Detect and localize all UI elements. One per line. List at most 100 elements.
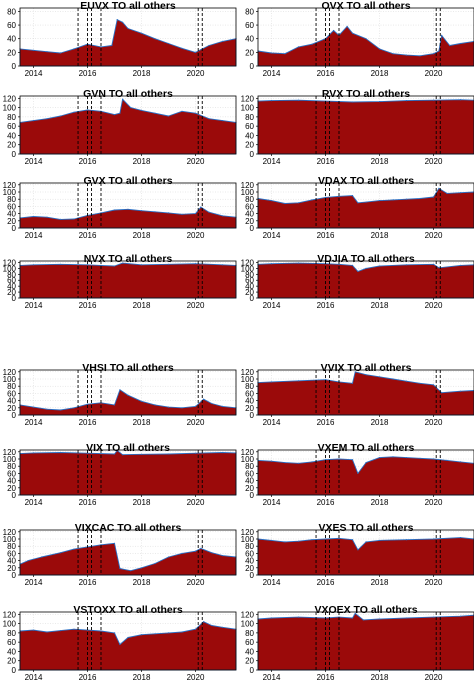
x-tick-label: 2016 bbox=[317, 231, 335, 240]
y-tick-label: 120 bbox=[241, 368, 255, 377]
y-tick-label: 60 bbox=[245, 389, 254, 398]
panel-title: VXEM TO all others bbox=[318, 442, 415, 454]
y-tick-label: 80 bbox=[7, 270, 16, 279]
y-tick-label: 40 bbox=[7, 557, 16, 566]
x-tick-label: 2014 bbox=[263, 673, 281, 682]
y-tick-label: 80 bbox=[7, 382, 16, 391]
y-tick-label: 120 bbox=[3, 181, 17, 190]
data-point bbox=[405, 54, 408, 56]
data-point bbox=[140, 634, 143, 636]
data-point bbox=[86, 264, 89, 266]
data-point bbox=[438, 50, 440, 52]
data-point bbox=[270, 460, 273, 462]
x-tick-label: 2014 bbox=[25, 231, 43, 240]
y-tick-label: 40 bbox=[7, 477, 16, 486]
data-point bbox=[73, 218, 75, 220]
x-tick-label: 2020 bbox=[187, 673, 205, 682]
y-tick-label: 20 bbox=[245, 564, 254, 573]
y-tick-label: 0 bbox=[250, 411, 255, 420]
data-point bbox=[194, 263, 197, 265]
y-tick-label: 120 bbox=[241, 181, 255, 190]
y-tick-label: 40 bbox=[245, 282, 254, 291]
data-point bbox=[181, 552, 183, 555]
data-point bbox=[122, 454, 124, 456]
y-tick-label: 40 bbox=[7, 397, 16, 406]
data-point bbox=[167, 453, 170, 455]
data-point bbox=[338, 458, 340, 460]
data-point bbox=[357, 202, 359, 204]
y-tick-label: 100 bbox=[3, 535, 17, 544]
y-tick-label: 100 bbox=[241, 264, 255, 273]
x-tick-label: 2020 bbox=[425, 418, 443, 427]
data-point bbox=[221, 451, 224, 454]
data-point bbox=[357, 270, 359, 272]
plot-frame bbox=[19, 182, 237, 229]
panel-title: OVX TO all others bbox=[321, 0, 410, 12]
y-tick-label: 80 bbox=[7, 7, 16, 16]
y-tick-label: 80 bbox=[245, 7, 254, 16]
data-point bbox=[73, 407, 75, 409]
data-point bbox=[59, 218, 62, 220]
x-tick-label: 2016 bbox=[317, 498, 335, 507]
panel-title: GVN TO all others bbox=[83, 88, 173, 100]
data-point bbox=[46, 51, 48, 53]
data-point bbox=[127, 636, 129, 639]
data-point bbox=[365, 201, 367, 203]
data-point bbox=[365, 541, 367, 543]
x-tick-label: 2018 bbox=[371, 498, 389, 507]
data-point bbox=[354, 371, 356, 373]
y-tick-label: 0 bbox=[12, 294, 17, 303]
data-point bbox=[449, 44, 451, 47]
y-tick-label: 20 bbox=[245, 141, 254, 150]
y-tick-label: 120 bbox=[241, 528, 255, 537]
y-tick-label: 20 bbox=[7, 484, 16, 493]
y-tick-label: 0 bbox=[12, 150, 17, 159]
data-point bbox=[208, 118, 210, 120]
data-point bbox=[59, 115, 62, 117]
data-point bbox=[194, 112, 197, 114]
data-point bbox=[119, 567, 121, 570]
data-point bbox=[459, 42, 462, 45]
y-tick-label: 80 bbox=[245, 113, 254, 122]
data-point bbox=[119, 643, 121, 646]
x-tick-label: 2018 bbox=[371, 578, 389, 587]
x-tick-label: 2014 bbox=[25, 301, 43, 310]
data-point bbox=[354, 612, 356, 615]
series-area-gvx-to-all-others bbox=[19, 206, 237, 229]
data-point bbox=[59, 409, 62, 411]
y-tick-label: 60 bbox=[7, 276, 16, 285]
y-tick-label: 0 bbox=[250, 294, 255, 303]
y-tick-label: 80 bbox=[245, 629, 254, 638]
y-tick-label: 60 bbox=[7, 202, 16, 211]
data-point bbox=[392, 199, 394, 201]
x-tick-label: 2016 bbox=[317, 673, 335, 682]
data-point bbox=[203, 621, 205, 623]
data-point bbox=[208, 44, 210, 47]
series-area-nvx-to-all-others bbox=[19, 262, 237, 299]
x-tick-label: 2020 bbox=[425, 578, 443, 587]
data-point bbox=[459, 615, 462, 617]
data-point bbox=[270, 617, 273, 619]
x-tick-label: 2014 bbox=[25, 673, 43, 682]
x-tick-label: 2014 bbox=[263, 418, 281, 427]
y-tick-label: 100 bbox=[241, 188, 255, 197]
plot-frame bbox=[19, 369, 237, 416]
data-point bbox=[167, 212, 170, 214]
x-tick-label: 2018 bbox=[133, 498, 151, 507]
data-point bbox=[419, 55, 421, 57]
x-tick-label: 2020 bbox=[425, 69, 443, 78]
data-point bbox=[459, 390, 462, 392]
y-tick-label: 0 bbox=[250, 62, 255, 71]
data-point bbox=[32, 452, 35, 454]
data-point bbox=[284, 541, 286, 543]
data-point bbox=[113, 632, 116, 634]
data-point bbox=[459, 264, 462, 266]
data-point bbox=[32, 215, 35, 218]
data-point bbox=[211, 552, 213, 554]
